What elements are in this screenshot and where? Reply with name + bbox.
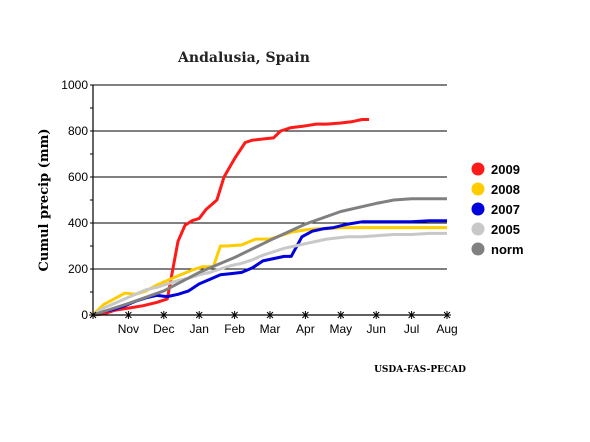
legend-marker-2007 <box>471 202 485 216</box>
legend-label-2005: 2005 <box>491 222 520 237</box>
chart-title: Andalusia, Spain <box>177 50 310 66</box>
x-tick-5: Apr <box>296 322 315 336</box>
y-tick-1: 200 <box>68 262 88 276</box>
x-tick-4: Mar <box>260 322 281 336</box>
x-tick-2: Jan <box>190 322 209 336</box>
y-tick-labels: 0 200 400 600 800 1000 <box>61 78 88 322</box>
x-tick-0: Nov <box>118 322 139 336</box>
x-tick-1: Dec <box>153 322 174 336</box>
legend-marker-2008 <box>471 182 485 196</box>
series-lines <box>91 118 447 317</box>
y-tick-2: 400 <box>68 216 88 230</box>
x-tick-9: Aug <box>436 322 457 336</box>
y-tick-4: 800 <box>68 124 88 138</box>
legend-label-2008: 2008 <box>491 182 520 197</box>
y-axis-label: Cumul precip (mm) <box>37 129 52 272</box>
legend-label-2007: 2007 <box>491 202 520 217</box>
y-tick-5: 1000 <box>61 78 88 92</box>
legend-marker-2005 <box>471 222 485 236</box>
credit-text: USDA-FAS-PECAD <box>374 365 466 375</box>
x-tick-7: Jun <box>367 322 386 336</box>
legend-marker-norm <box>471 242 485 256</box>
x-tick-3: Feb <box>224 322 245 336</box>
series-line-2009 <box>92 118 370 317</box>
x-tick-labels: Nov Dec Jan Feb Mar Apr May Jun Jul Aug <box>118 322 458 336</box>
axes <box>89 84 451 319</box>
series-line-2005 <box>92 231 447 317</box>
x-tick-6: May <box>329 322 352 336</box>
series-line-norm <box>92 197 447 317</box>
legend-label-norm: norm <box>491 242 524 257</box>
y-tick-0: 0 <box>81 308 88 322</box>
y-tick-3: 600 <box>68 170 88 184</box>
legend-label-2009: 2009 <box>491 162 520 177</box>
x-tick-8: Jul <box>404 322 419 336</box>
legend-marker-2009 <box>471 162 485 176</box>
legend: 2009 2008 2007 2005 norm <box>471 162 524 257</box>
